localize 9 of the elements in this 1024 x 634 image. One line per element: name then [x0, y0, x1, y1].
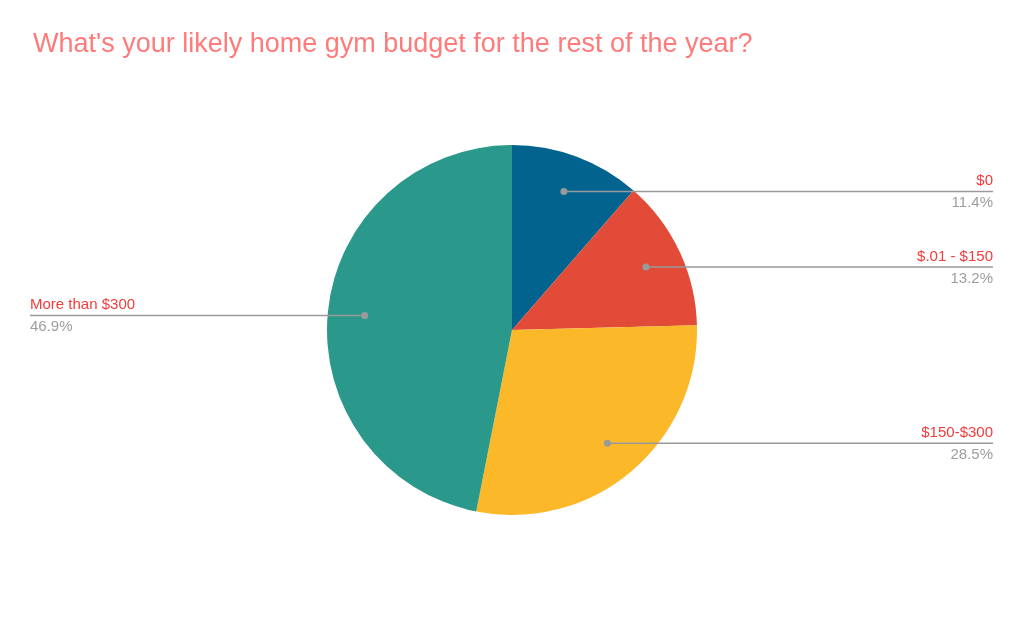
- data-label: 46.9%: [30, 317, 73, 335]
- slice-label: $0: [976, 171, 993, 189]
- data-label: 13.2%: [950, 268, 993, 286]
- slice-label: $.01 - $150: [917, 246, 993, 264]
- chart-title: What's your likely home gym budget for the rest of the year?: [33, 28, 753, 59]
- slice-label: $150-$300: [921, 422, 993, 440]
- slice-label: More than $300: [30, 295, 136, 313]
- data-label: 11.4%: [951, 193, 993, 211]
- data-label: 28.5%: [950, 444, 993, 462]
